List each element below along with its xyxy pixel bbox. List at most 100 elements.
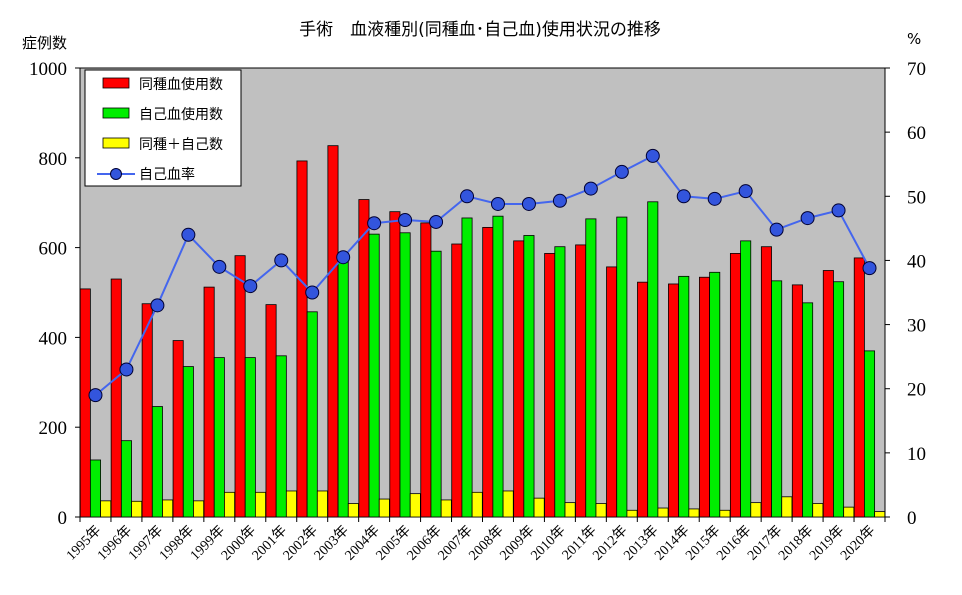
bar-combined xyxy=(316,490,328,518)
bar-combined xyxy=(285,490,297,518)
bar-allogeneic xyxy=(760,246,772,518)
bar-allogeneic xyxy=(668,283,680,518)
bar-allogeneic xyxy=(637,281,649,518)
bar-combined xyxy=(843,506,855,518)
bar-allogeneic xyxy=(575,244,587,518)
rate-point xyxy=(181,227,196,242)
chart-title: 手術 血液種別(同種血･自己血)使用状況の推移 xyxy=(299,19,661,40)
bar-autologous xyxy=(275,355,287,518)
bar-allogeneic xyxy=(699,276,711,518)
rate-point xyxy=(336,250,351,265)
rate-point xyxy=(212,259,227,274)
bar-autologous xyxy=(864,350,876,518)
rate-point xyxy=(398,213,413,228)
rate-point xyxy=(429,214,444,229)
bar-allogeneic xyxy=(606,266,618,518)
rate-point xyxy=(707,191,722,206)
bar-autologous xyxy=(306,311,318,518)
bar-autologous xyxy=(616,216,628,518)
rate-point xyxy=(367,216,382,231)
right-tick-label: 70 xyxy=(907,59,926,80)
bar-allogeneic xyxy=(513,240,525,518)
bars-layer xyxy=(79,145,886,518)
bar-allogeneic xyxy=(79,288,91,518)
legend-rate-label: 自己血率 xyxy=(139,166,195,183)
bar-autologous xyxy=(740,240,752,518)
bar-combined xyxy=(347,503,359,518)
bar-autologous xyxy=(120,440,132,518)
bar-autologous xyxy=(368,233,380,518)
bar-autologous xyxy=(709,271,721,518)
bar-combined xyxy=(750,502,762,518)
bar-combined xyxy=(812,503,824,518)
left-tick-label: 800 xyxy=(39,149,68,170)
bar-allogeneic xyxy=(791,284,803,518)
bar-allogeneic xyxy=(729,253,741,518)
right-tick-label: 50 xyxy=(907,187,926,208)
bar-allogeneic xyxy=(110,278,122,518)
rate-point xyxy=(769,222,784,237)
left-tick-label: 1000 xyxy=(29,59,67,80)
rate-point xyxy=(119,362,134,377)
legend-combined-swatch xyxy=(102,137,130,149)
bar-combined xyxy=(162,499,174,518)
rate-point xyxy=(800,211,815,226)
bar-allogeneic xyxy=(172,340,184,518)
rate-point xyxy=(305,285,320,300)
rate-point xyxy=(645,148,660,163)
rate-point xyxy=(738,184,753,199)
bar-autologous xyxy=(492,215,504,518)
bar-combined xyxy=(533,497,545,518)
legend-box xyxy=(84,69,242,187)
bar-autologous xyxy=(151,406,163,518)
right-tick-label: 60 xyxy=(907,123,926,144)
rate-point xyxy=(243,279,258,294)
legend-combined-label: 同種＋自己数 xyxy=(139,137,223,153)
bar-combined xyxy=(657,507,669,518)
legend-rate-marker xyxy=(110,168,122,180)
bar-combined xyxy=(781,496,793,518)
bar-allogeneic xyxy=(203,286,215,518)
bar-combined xyxy=(409,493,421,518)
bar-allogeneic xyxy=(822,270,834,518)
bar-allogeneic xyxy=(853,257,865,518)
bar-autologous xyxy=(833,281,845,518)
bar-combined xyxy=(254,491,266,518)
rate-point xyxy=(676,189,691,204)
bar-combined xyxy=(100,500,112,518)
rate-point xyxy=(150,298,165,313)
bar-autologous xyxy=(89,459,101,518)
bar-combined xyxy=(502,490,514,518)
bar-autologous xyxy=(523,235,535,518)
bar-allogeneic xyxy=(389,211,401,518)
rate-point xyxy=(490,196,505,211)
bar-autologous xyxy=(771,280,783,518)
bar-allogeneic xyxy=(358,199,370,518)
legend-autologous-swatch xyxy=(102,107,130,119)
left-tick-label: 600 xyxy=(39,239,68,260)
bar-allogeneic xyxy=(265,304,277,518)
right-axis-label: % xyxy=(907,30,921,48)
rate-point xyxy=(552,193,567,208)
right-tick-label: 0 xyxy=(907,508,917,529)
left-tick-label: 200 xyxy=(39,418,68,439)
bar-combined xyxy=(626,509,638,518)
bar-autologous xyxy=(430,250,442,518)
bar-combined xyxy=(193,500,205,518)
bar-combined xyxy=(224,491,236,518)
bar-autologous xyxy=(678,275,690,518)
bar-combined xyxy=(471,491,483,518)
bar-combined xyxy=(564,502,576,518)
rate-point xyxy=(460,189,475,204)
right-tick-label: 20 xyxy=(907,380,926,401)
right-tick-label: 10 xyxy=(907,444,926,465)
legend-autologous-label: 自己血使用数 xyxy=(139,106,223,123)
bar-allogeneic xyxy=(296,160,308,518)
rate-line-layer xyxy=(88,148,877,403)
bar-combined xyxy=(688,508,700,518)
legend-allogeneic-label: 同種血使用数 xyxy=(139,76,223,93)
bar-allogeneic xyxy=(234,255,246,518)
bar-autologous xyxy=(585,218,597,518)
